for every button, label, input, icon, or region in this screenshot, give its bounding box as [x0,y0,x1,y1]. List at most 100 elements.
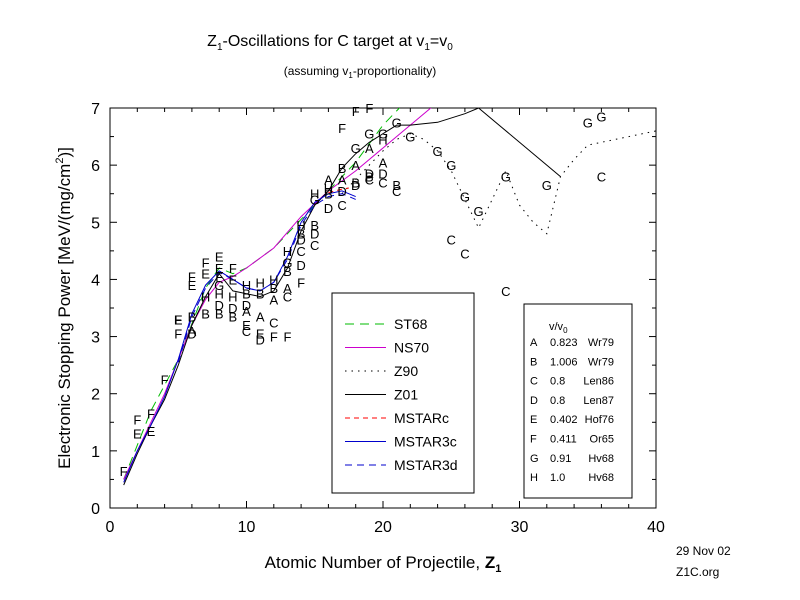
x-tick-label: 10 [238,519,256,536]
key-ratio: 0.8 [550,376,565,388]
legend-label-ns70: NS70 [394,340,429,356]
data-point-d: D [228,301,237,316]
data-point-h: H [324,181,333,196]
series-line-mstar3c [123,190,356,483]
key-ref: Wr79 [588,337,614,349]
data-point-f: F [338,121,346,136]
data-point-g: G [214,278,224,293]
data-point-h: H [201,290,210,305]
data-point-c: C [296,244,305,259]
data-point-c: C [392,184,401,199]
data-point-g: G [378,127,388,142]
data-point-f: F [202,255,210,270]
legend-label-st68: ST68 [394,316,428,332]
data-point-b: B [297,227,306,242]
data-point-b: B [324,187,333,202]
y-tick-label: 5 [91,215,100,232]
legend-label-mstar3d: MSTAR3d [394,457,458,473]
data-point-d: D [242,298,251,313]
key-box [523,303,633,499]
data-point-g: G [473,204,483,219]
data-point-b: B [256,287,265,302]
x-tick-label: 40 [647,519,665,536]
y-tick-label: 0 [91,501,100,518]
data-point-h: H [296,218,305,233]
data-point-c: C [365,172,374,187]
data-point-f: F [174,327,182,342]
data-point-c: C [378,175,387,190]
data-point-a: A [256,310,265,325]
data-point-b: B [229,310,238,325]
key-letter: D [530,395,538,407]
data-point-c: C [447,232,456,247]
data-point-e: E [215,261,224,276]
key-ratio: 1.0 [550,472,565,484]
key-rows: A 0.823 Wr79 B 1.006 Wr79 C 0.8 Len86 D 0.8 Len87 E 0… [530,337,614,484]
x-axis-label: Atomic Number of Projectile, Z1 [265,553,502,575]
data-point-f: F [229,261,237,276]
data-point-d: D [378,167,387,182]
y-tick-label: 6 [91,158,100,175]
data-point-f: F [365,101,373,116]
data-point-g: G [460,190,470,205]
data-point-d: D [351,178,360,193]
data-point-e: E [201,267,210,282]
key-ratio: 1.006 [550,356,578,368]
key-ref: Hof76 [585,414,614,426]
x-tick-label: 30 [511,519,529,536]
legend-label-mstarc: MSTARc [394,410,449,426]
data-point-h: H [378,132,387,147]
data-point-f: F [188,270,196,285]
key-header: v/v0 [549,321,568,335]
data-point-d: D [324,201,333,216]
data-point-a: A [365,141,374,156]
data-point-c: C [501,284,510,299]
data-point-g: G [433,144,443,159]
data-point-h: H [269,272,278,287]
data-point-a: A [338,172,347,187]
data-point-b: B [310,218,319,233]
key-letter: H [530,472,538,484]
key-letter: G [530,453,539,465]
data-point-c: C [283,290,292,305]
key-ref: Hv68 [588,453,614,465]
data-point-f: F [283,330,291,345]
data-point-e: E [242,318,251,333]
key-ratio: 0.402 [550,414,578,426]
footer-date: 29 Nov 02 [676,544,731,558]
data-point-a: A [283,281,292,296]
data-point-b: B [242,287,251,302]
data-point-a: A [269,292,278,307]
axis-ticks: 0 10 20 30 40 0 1 2 3 4 5 6 7 [91,101,665,536]
data-point-e: E [133,427,142,442]
data-point-c: C [597,170,606,185]
data-point-e: E [188,278,197,293]
data-point-h: H [215,287,224,302]
legend-label-z01: Z01 [394,387,418,403]
data-point-b: B [269,281,278,296]
x-tick-label: 0 [106,519,115,536]
data-point-h: H [310,187,319,202]
data-point-h: H [283,244,292,259]
data-point-e: E [174,312,183,327]
series-line-mstarc [328,187,349,194]
data-point-c: C [269,315,278,330]
data-point-f: F [120,464,128,479]
data-point-f: F [133,412,141,427]
y-tick-label: 2 [91,387,100,404]
data-point-h: H [255,275,264,290]
series-layer [123,108,656,486]
key-letter: E [530,414,537,426]
data-point-g: G [501,170,511,185]
data-point-f: F [147,407,155,422]
key-ratio: 0.823 [550,337,578,349]
data-point-h: H [242,278,251,293]
data-point-b: B [338,161,347,176]
data-point-g: G [542,178,552,193]
data-point-b: B [392,178,401,193]
data-point-d: D [296,258,305,273]
series-line-ns70 [123,108,432,480]
